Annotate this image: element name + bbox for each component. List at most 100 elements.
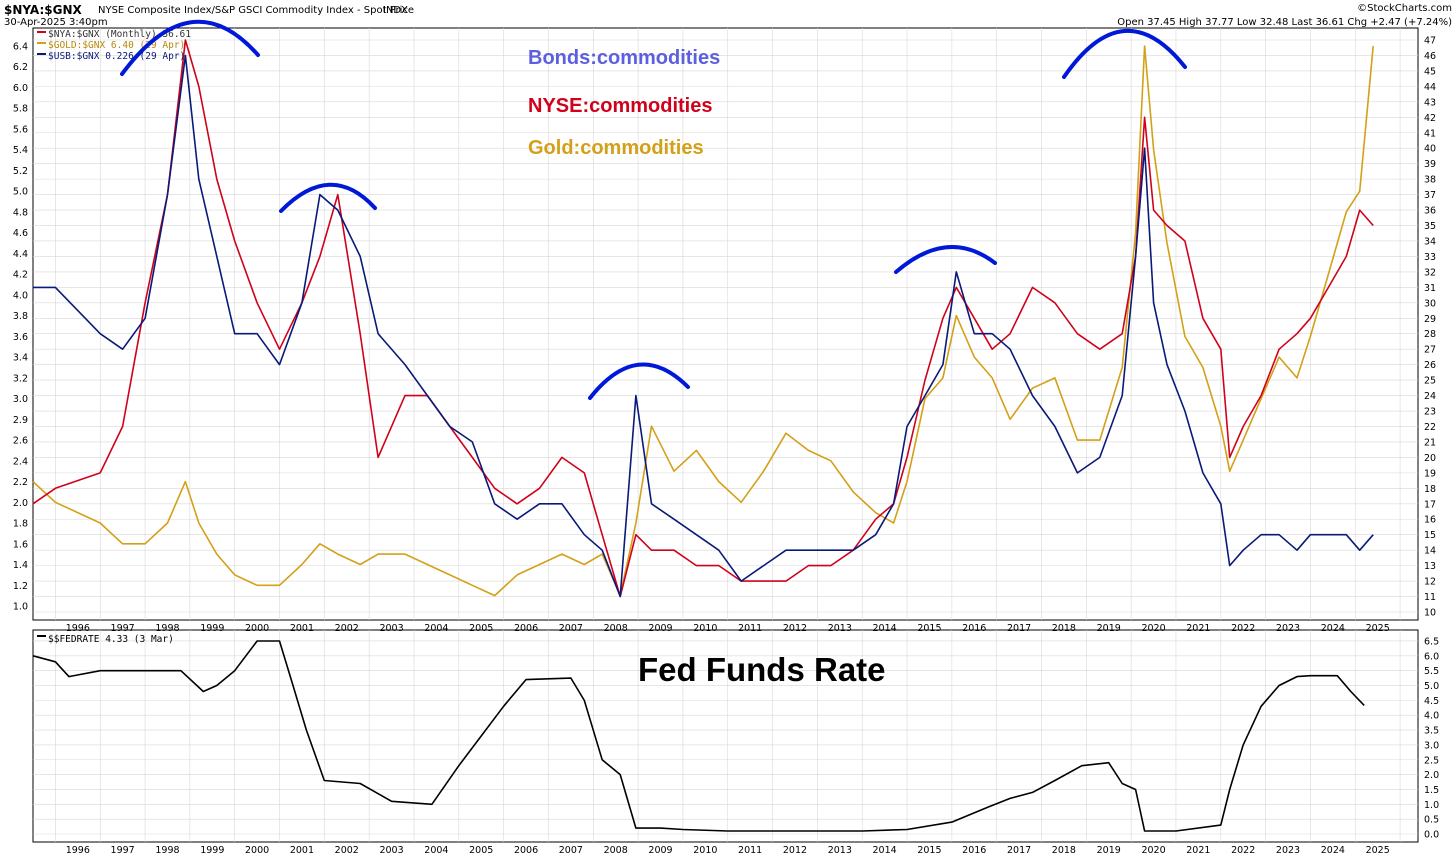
right-tick-label: 17 — [1424, 499, 1436, 510]
fed-tick-label: 5.0 — [1424, 681, 1439, 692]
right-tick-label: 20 — [1424, 453, 1436, 464]
chart-symbol: $NYA:$GNX — [4, 3, 82, 17]
right-tick-label: 28 — [1424, 329, 1436, 340]
right-tick-label: 21 — [1424, 437, 1436, 448]
watermark: ©StockCharts.com — [1357, 3, 1452, 14]
left-tick-label: 5.0 — [13, 187, 28, 198]
peak-arc-1999 — [120, 19, 260, 76]
legend: $NYA:$GNX (Monthly) 36.61 $GOLD:$GNX 6.4… — [37, 29, 191, 645]
fed-x-tick-label: 2008 — [604, 845, 628, 856]
x-tick-label: 2009 — [648, 623, 672, 634]
fed-x-tick-label: 2005 — [469, 845, 493, 856]
fed-x-tick-label: 2019 — [1097, 845, 1121, 856]
right-tick-label: 13 — [1424, 561, 1436, 572]
right-tick-label: 25 — [1424, 376, 1436, 387]
fed-x-axis-ticks: 1996 1997 1998 1999 2000 2001 2002 2003 2004 2005… — [66, 845, 1390, 856]
fed-tick-label: 6.5 — [1424, 636, 1439, 647]
x-tick-label: 2013 — [828, 623, 852, 634]
x-tick-label: 2002 — [335, 623, 359, 634]
left-tick-label: 3.6 — [13, 332, 28, 343]
fed-x-tick-label: 1998 — [155, 845, 179, 856]
chart-description: NYSE Composite Index/S&P GSCI Commodity … — [98, 5, 414, 16]
left-tick-label: 1.4 — [13, 560, 28, 571]
left-tick-label: 5.4 — [13, 145, 28, 156]
left-tick-label: 6.0 — [13, 83, 28, 94]
left-tick-label: 4.0 — [13, 290, 28, 301]
fed-x-tick-label: 2022 — [1231, 845, 1255, 856]
legend-swatch-gold — [37, 42, 46, 44]
fed-tick-label: 3.5 — [1424, 726, 1439, 737]
fed-tick-label: 4.5 — [1424, 696, 1439, 707]
left-tick-label: 5.6 — [13, 124, 28, 135]
peak-arc-2009 — [588, 362, 690, 400]
right-tick-label: 33 — [1424, 252, 1436, 263]
fed-x-tick-label: 2016 — [962, 845, 986, 856]
right-tick-label: 19 — [1424, 468, 1436, 479]
x-tick-label: 2025 — [1366, 623, 1390, 634]
x-tick-label: 2022 — [1231, 623, 1255, 634]
main-series-lines — [32, 39, 1374, 598]
fed-x-tick-label: 2015 — [917, 845, 941, 856]
fed-panel-frame — [32, 629, 1419, 843]
right-tick-label: 15 — [1424, 530, 1436, 541]
right-tick-label: 18 — [1424, 484, 1436, 495]
right-tick-label: 39 — [1424, 159, 1436, 170]
right-tick-label: 31 — [1424, 283, 1436, 294]
left-tick-label: 3.2 — [13, 373, 28, 384]
fed-x-tick-label: 2001 — [290, 845, 314, 856]
left-tick-label: 1.0 — [13, 602, 28, 613]
fed-x-tick-label: 2006 — [514, 845, 538, 856]
right-tick-label: 47 — [1424, 36, 1436, 47]
fed-tick-label: 1.5 — [1424, 785, 1439, 796]
legend-swatch-bonds — [37, 53, 46, 55]
x-tick-label: 2019 — [1097, 623, 1121, 634]
right-tick-label: 36 — [1424, 206, 1436, 217]
fed-x-tick-label: 2010 — [693, 845, 717, 856]
x-tick-label: 2004 — [424, 623, 448, 634]
x-tick-label: 2018 — [1052, 623, 1076, 634]
fed-x-tick-label: 2003 — [379, 845, 403, 856]
right-tick-label: 37 — [1424, 190, 1436, 201]
left-tick-label: 4.2 — [13, 270, 28, 281]
x-tick-label: 2005 — [469, 623, 493, 634]
chart-exchange: INDX — [383, 5, 408, 16]
fed-gridlines — [33, 630, 1418, 842]
right-tick-label: 32 — [1424, 267, 1436, 278]
fed-x-tick-label: 2023 — [1276, 845, 1300, 856]
x-tick-label: 1999 — [200, 623, 224, 634]
x-tick-label: 2010 — [693, 623, 717, 634]
left-tick-label: 2.4 — [13, 456, 28, 467]
right-tick-label: 41 — [1424, 128, 1436, 139]
left-tick-label: 4.6 — [13, 228, 28, 239]
chart-date: 30-Apr-2025 3:40pm — [4, 17, 108, 28]
left-tick-label: 2.6 — [13, 436, 28, 447]
right-tick-label: 29 — [1424, 314, 1436, 325]
x-tick-label: 1997 — [111, 623, 135, 634]
series-bonds-line — [33, 54, 1374, 598]
legend-bonds: $USB:$GNX 0.226 (29 Apr) — [48, 51, 185, 62]
fed-x-tick-label: 2000 — [245, 845, 269, 856]
fed-x-tick-label: 2020 — [1141, 845, 1165, 856]
x-tick-label: 2003 — [379, 623, 403, 634]
right-tick-label: 35 — [1424, 221, 1436, 232]
series-nyse-line — [32, 39, 1374, 598]
left-tick-label: 6.4 — [13, 42, 28, 53]
fed-x-tick-label: 1997 — [111, 845, 135, 856]
left-tick-label: 2.2 — [13, 477, 28, 488]
legend-nyse: $NYA:$GNX (Monthly) 36.61 — [48, 29, 191, 40]
legend-swatch-nyse — [37, 31, 46, 33]
right-tick-label: 16 — [1424, 515, 1436, 526]
fed-x-tick-label: 2007 — [559, 845, 583, 856]
right-tick-label: 22 — [1424, 422, 1436, 433]
fed-x-tick-label: 2017 — [1007, 845, 1031, 856]
x-tick-label: 2015 — [917, 623, 941, 634]
legend-fed: $$FEDRATE 4.33 (3 Mar) — [48, 634, 174, 645]
fed-series-line — [32, 640, 1365, 832]
fed-x-tick-label: 2004 — [424, 845, 448, 856]
right-tick-label: 43 — [1424, 97, 1436, 108]
peak-arc-2020 — [1062, 29, 1187, 79]
fed-x-tick-label: 2002 — [335, 845, 359, 856]
right-tick-label: 12 — [1424, 577, 1436, 588]
left-tick-label: 3.0 — [13, 394, 28, 405]
